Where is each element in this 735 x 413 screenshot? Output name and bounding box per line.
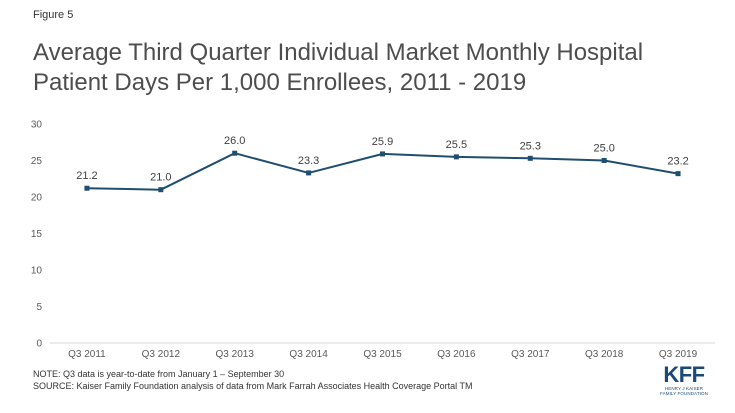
- logo-mark: KFF: [663, 362, 705, 387]
- y-tick-label: 5: [36, 302, 42, 313]
- chart-title: Average Third Quarter Individual Market …: [33, 39, 644, 96]
- logo-line-1: HENRY J KAISER: [664, 386, 704, 391]
- x-tick-label: Q3 2014: [289, 349, 328, 360]
- data-point: [675, 171, 681, 177]
- data-point: [158, 187, 164, 193]
- y-tick-label: 20: [31, 193, 43, 204]
- data-label: 23.3: [298, 155, 319, 167]
- y-tick-label: 30: [31, 120, 43, 131]
- data-point: [527, 155, 533, 161]
- series-polyline: [86, 152, 679, 191]
- x-tick-label: Q3 2016: [437, 349, 476, 360]
- data-label: 25.9: [372, 136, 393, 148]
- y-tick-label: 0: [36, 339, 42, 350]
- data-label: 25.0: [593, 143, 614, 155]
- data-label: 23.2: [667, 156, 688, 168]
- data-label: 21.0: [150, 172, 171, 184]
- y-tick-label: 15: [31, 229, 43, 240]
- data-point: [232, 150, 238, 156]
- x-tick-label: Q3 2018: [585, 349, 624, 360]
- x-tick-label: Q3 2012: [142, 349, 181, 360]
- data-point: [84, 185, 90, 191]
- x-tick-label: Q3 2019: [659, 349, 698, 360]
- data-point: [601, 158, 607, 163]
- y-tick-label: 25: [31, 156, 43, 167]
- data-label: 21.2: [76, 170, 97, 182]
- kff-logo: KFF HENRY J KAISER FAMILY FOUNDATION: [655, 362, 713, 397]
- data-point: [380, 151, 385, 157]
- chart-note: NOTE: Q3 data is year-to-date from Janua…: [33, 369, 285, 379]
- x-tick-label: Q3 2013: [216, 349, 255, 360]
- data-label: 26.0: [224, 135, 245, 147]
- data-label: 25.3: [520, 140, 541, 152]
- x-tick-label: Q3 2015: [363, 349, 402, 360]
- logo-line-2: FAMILY FOUNDATION: [660, 391, 708, 396]
- data-labels: 21.2 21.0 26.0 23.3 25.9 25.5 25.3 25.0 23.2: [76, 135, 689, 184]
- x-tick-label: Q3 2011: [68, 349, 106, 360]
- figure-label: Figure 5: [33, 9, 74, 21]
- x-tick-label: Q3 2017: [511, 349, 550, 360]
- data-point: [306, 170, 312, 176]
- y-axis: 0 5 10 15 20 25 30: [31, 120, 43, 350]
- data-label: 25.5: [446, 139, 467, 151]
- series-line: [84, 150, 681, 193]
- chart-source: SOURCE: Kaiser Family Foundation analysi…: [33, 381, 473, 391]
- y-tick-label: 10: [31, 266, 43, 277]
- data-point: [453, 154, 459, 160]
- x-axis: Q3 2011 Q3 2012 Q3 2013 Q3 2014 Q3 2015 Q3 20…: [50, 342, 715, 360]
